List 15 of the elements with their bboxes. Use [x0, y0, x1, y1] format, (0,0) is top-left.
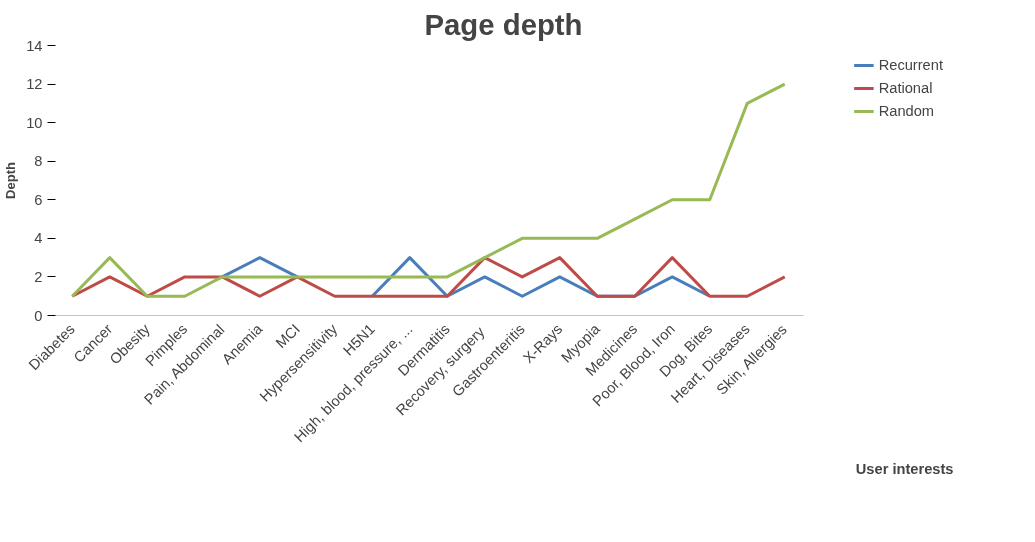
legend-label: Recurrent	[878, 57, 943, 73]
chart-title: Page depth	[424, 7, 583, 41]
x-axis-title: User interests	[855, 460, 954, 477]
line-series	[70, 82, 787, 298]
y-tick-label: 2	[34, 268, 43, 285]
y-tick-label: 4	[34, 230, 43, 247]
y-tick-label: 0	[34, 307, 43, 324]
legend-label: Rational	[878, 80, 933, 96]
legend-label: Random	[878, 103, 935, 119]
y-axis-title: Depth	[3, 162, 19, 199]
y-tick-label: 6	[34, 191, 43, 208]
y-tick-label: 12	[26, 76, 43, 93]
y-tick-label: 8	[34, 153, 43, 170]
y-tick-label: 10	[26, 114, 43, 131]
y-tick-label: 14	[26, 37, 43, 54]
